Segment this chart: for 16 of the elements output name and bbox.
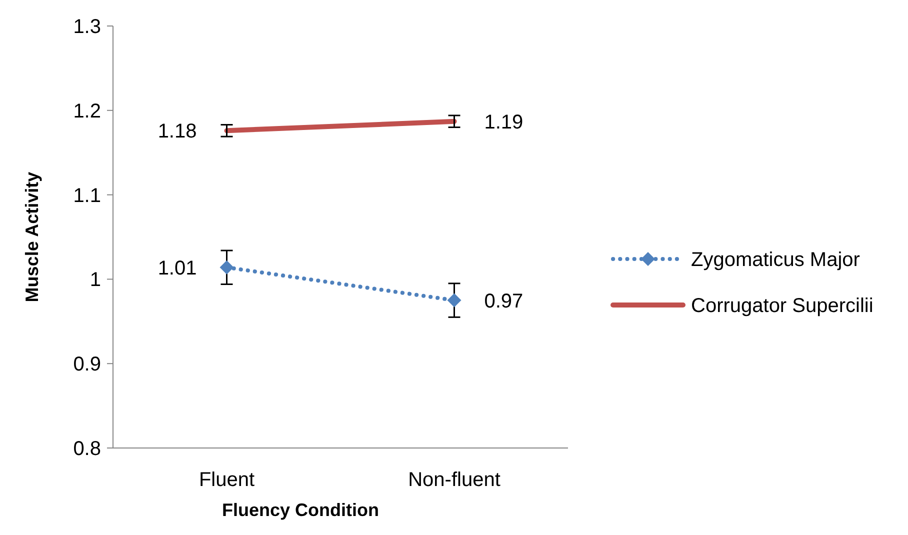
y-tick-label: 0.8 [73, 438, 101, 460]
y-tick-label: 1 [90, 269, 101, 292]
x-tick-label: Non-fluent [408, 469, 501, 491]
y-axis-title: Muscle Activity [22, 172, 42, 302]
y-tick-label: 0.9 [73, 354, 101, 376]
data-label: 1.19 [484, 111, 524, 134]
legend-label: Corrugator Supercilii [691, 295, 874, 317]
data-label: 1.01 [158, 257, 197, 280]
legend-label: Zygomaticus Major [691, 249, 860, 271]
x-tick-label: Fluent [198, 469, 255, 491]
y-tick-label: 1.1 [73, 184, 101, 207]
data-label: 1.18 [158, 120, 197, 143]
x-axis-title: Fluency Condition [222, 500, 379, 520]
y-tick-label: 1.2 [73, 100, 101, 122]
y-tick-label: 1.3 [73, 16, 101, 38]
data-label: 0.97 [484, 290, 524, 312]
